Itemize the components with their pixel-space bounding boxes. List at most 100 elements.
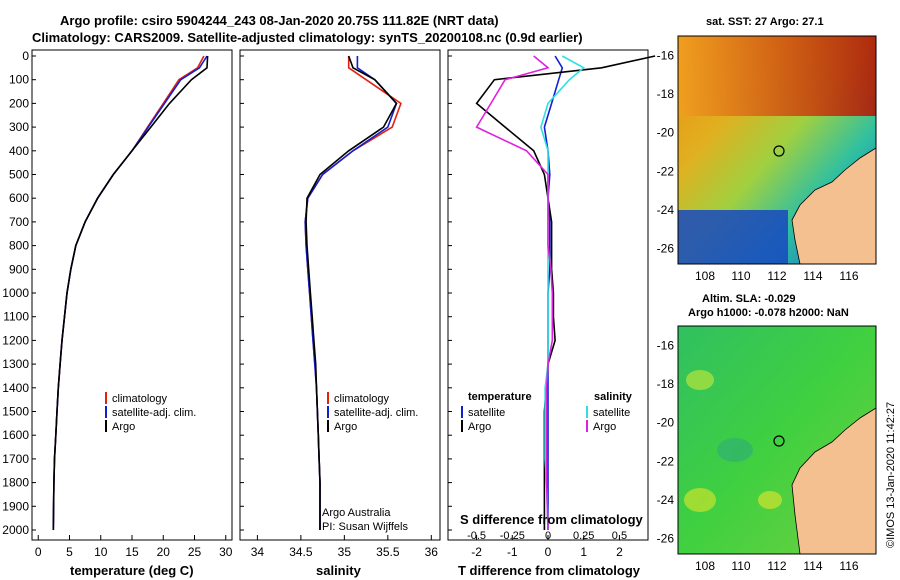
x-tick-label: -1: [507, 545, 518, 559]
legend-label-s-satellite: satellite: [593, 407, 630, 419]
map-lat-tick: -24: [657, 493, 675, 507]
map-lat-tick: -16: [657, 48, 675, 62]
map-lat-tick: -26: [657, 242, 675, 256]
map-lon-tick: 110: [731, 269, 750, 283]
s-diff-tick-label: -0.5: [467, 530, 486, 542]
depth-tick-label: 500: [9, 168, 29, 182]
depth-tick-label: 600: [9, 191, 29, 205]
legend-label-climatology: climatology: [334, 393, 390, 405]
pi-note: PI: Susan Wijffels: [322, 521, 408, 533]
legend-title-salinity: salinity: [594, 391, 633, 403]
depth-tick-label: 1800: [2, 476, 29, 490]
sst-warm-band: [678, 36, 876, 116]
legend-label-climatology: climatology: [112, 393, 168, 405]
x-tick-label: 0: [35, 545, 42, 559]
depth-tick-label: 1400: [2, 381, 29, 395]
s-diff-tick-label: 0.5: [612, 530, 627, 542]
series-line-argo: [52, 55, 209, 531]
x-tick-label: 5: [66, 545, 73, 559]
depth-tick-label: 700: [9, 215, 29, 229]
depth-tick-label: 400: [9, 144, 29, 158]
sst-map-ticks: -16 -18 -20 -22 -24 -26 108 110 112 114 116: [657, 48, 859, 283]
series-line-satellite: [543, 55, 564, 530]
temperature-xlabel: temperature (deg C): [70, 563, 194, 578]
sst-map: [677, 35, 877, 265]
x-tick-label: 35.5: [376, 545, 400, 559]
series-line-climatology: [52, 55, 205, 531]
map-lon-tick: 108: [695, 559, 715, 573]
sla-map-title-2: Argo h1000: -0.078 h2000: NaN: [688, 307, 849, 319]
x-tick-label: 0: [545, 545, 552, 559]
legend-label-argo: Argo: [334, 421, 357, 433]
map-lat-tick: -18: [657, 87, 675, 101]
x-tick-label: 30: [219, 545, 233, 559]
sla-anomaly-blob: [684, 488, 716, 512]
temperature-panel-frame: [31, 49, 233, 541]
x-tick-label: 10: [94, 545, 108, 559]
s-diff-tick-label: -0.25: [500, 530, 525, 542]
depth-tick-label: 1500: [2, 405, 29, 419]
series-line-satellite-adj-clim-: [52, 55, 208, 531]
map-lat-tick: -20: [657, 126, 675, 140]
depth-tick-label: 1200: [2, 333, 29, 347]
argo-australia-note: Argo Australia: [322, 507, 391, 519]
depth-tick-label: 900: [9, 262, 29, 276]
x-tick-label: -2: [471, 545, 482, 559]
legend-label-argo: Argo: [112, 421, 135, 433]
map-lat-tick: -20: [657, 416, 675, 430]
depth-tick-label: 1300: [2, 357, 29, 371]
x-tick-label: 1: [580, 545, 587, 559]
depth-tick-label: 1100: [3, 310, 29, 324]
title-line-2: Climatology: CARS2009. Satellite-adjuste…: [32, 30, 583, 45]
sla-anomaly-blob: [686, 370, 714, 390]
sla-argo-location-marker: [773, 435, 785, 447]
map-lat-tick: -22: [657, 164, 675, 178]
x-tick-label: 2: [616, 545, 623, 559]
difference-legend: temperature satellite Argo salinity sate…: [461, 391, 633, 433]
depth-tick-label: 300: [9, 120, 29, 134]
series-line-s-argo: [475, 55, 554, 531]
depth-tick-label: 100: [9, 73, 29, 87]
map-lon-tick: 114: [803, 559, 822, 573]
legend-title-temperature: temperature: [468, 391, 532, 403]
x-tick-label: 34: [251, 545, 265, 559]
s-difference-label: S difference from climatology: [460, 512, 644, 527]
depth-tick-label: 1000: [2, 286, 29, 300]
sla-anomaly-blob: [758, 491, 782, 509]
x-tick-label: 15: [125, 545, 139, 559]
legend-label-satellite: satellite-adj. clim.: [334, 407, 418, 419]
x-tick-label: 35: [338, 545, 352, 559]
series-line-s-satellite: [540, 55, 586, 531]
sla-map-ticks: -16 -18 -20 -22 -24 -26 108 110 112 114 116: [657, 338, 859, 573]
s-diff-tick-label: 0.25: [573, 530, 594, 542]
map-lon-tick: 110: [731, 559, 750, 573]
map-lon-tick: 108: [695, 269, 715, 283]
salinity-xlabel: salinity: [316, 563, 362, 578]
x-tick-label: 34.5: [289, 545, 313, 559]
legend-label-s-argo: Argo: [593, 421, 616, 433]
depth-tick-label: 1700: [2, 452, 29, 466]
legend-label-t-argo: Argo: [468, 421, 491, 433]
temperature-legend: climatology satellite-adj. clim. Argo: [105, 392, 196, 433]
imos-credit: ©IMOS 13-Jan-2020 11:42:27: [885, 402, 897, 548]
map-lon-tick: 116: [839, 559, 858, 573]
salinity-legend: climatology satellite-adj. clim. Argo Ar…: [322, 392, 418, 533]
sla-map: [677, 325, 877, 555]
depth-tick-label: 800: [9, 239, 29, 253]
x-tick-label: 36: [425, 545, 439, 559]
sst-cold-patch: [678, 210, 788, 264]
title-line-1: Argo profile: csiro 5904244_243 08-Jan-2…: [60, 13, 499, 28]
map-lat-tick: -22: [657, 454, 675, 468]
difference-xlabel: T difference from climatology: [458, 563, 641, 578]
depth-tick-label: 200: [9, 96, 29, 110]
sst-map-title: sat. SST: 27 Argo: 27.1: [706, 16, 824, 28]
salinity-panel-frame: [239, 49, 441, 541]
x-tick-label: 20: [157, 545, 171, 559]
s-diff-tick-label: 0: [545, 530, 551, 542]
sla-map-title-1: Altim. SLA: -0.029: [702, 293, 796, 305]
series-line-argo: [305, 55, 398, 530]
depth-tick-label: 0: [22, 49, 29, 63]
series-line-argo: [475, 55, 656, 530]
map-lat-tick: -26: [657, 532, 675, 546]
